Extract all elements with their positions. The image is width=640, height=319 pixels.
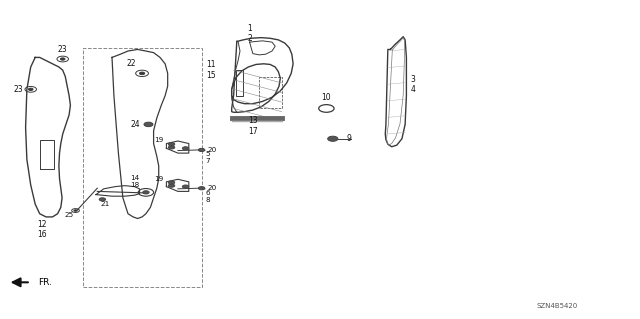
- Text: 13
17: 13 17: [248, 116, 258, 136]
- Circle shape: [182, 185, 189, 188]
- Bar: [83, 48, 202, 287]
- Circle shape: [198, 187, 205, 190]
- Text: 25: 25: [65, 212, 74, 218]
- Text: 12
16: 12 16: [36, 220, 47, 239]
- Circle shape: [143, 191, 149, 194]
- Text: 3
4: 3 4: [410, 75, 415, 94]
- Circle shape: [74, 210, 77, 211]
- Text: 19: 19: [154, 137, 163, 143]
- Text: 23: 23: [58, 45, 68, 54]
- Text: 23: 23: [13, 85, 23, 94]
- Text: 6
8: 6 8: [205, 190, 211, 203]
- Text: 24: 24: [131, 120, 141, 129]
- Text: FR.: FR.: [38, 278, 52, 287]
- Circle shape: [168, 184, 175, 187]
- Circle shape: [60, 58, 65, 60]
- Text: 10: 10: [321, 93, 332, 102]
- Text: 14
18: 14 18: [130, 175, 139, 188]
- Text: SZN4B5420: SZN4B5420: [536, 303, 577, 309]
- Circle shape: [182, 147, 189, 150]
- Circle shape: [144, 122, 153, 127]
- Text: 20: 20: [208, 185, 217, 191]
- Text: 21: 21: [101, 201, 110, 207]
- Text: 5
7: 5 7: [205, 152, 211, 164]
- Text: 22: 22: [127, 59, 136, 68]
- Circle shape: [198, 148, 205, 152]
- Text: 19: 19: [154, 176, 163, 182]
- Circle shape: [99, 198, 106, 201]
- Text: 11
15: 11 15: [206, 61, 216, 80]
- Text: 20: 20: [208, 147, 217, 153]
- Text: 1
2: 1 2: [247, 24, 252, 43]
- Circle shape: [168, 146, 175, 149]
- Circle shape: [140, 72, 145, 75]
- Circle shape: [168, 181, 175, 184]
- Circle shape: [28, 88, 33, 91]
- Circle shape: [168, 143, 175, 146]
- Circle shape: [328, 136, 338, 141]
- Text: 9: 9: [346, 134, 351, 143]
